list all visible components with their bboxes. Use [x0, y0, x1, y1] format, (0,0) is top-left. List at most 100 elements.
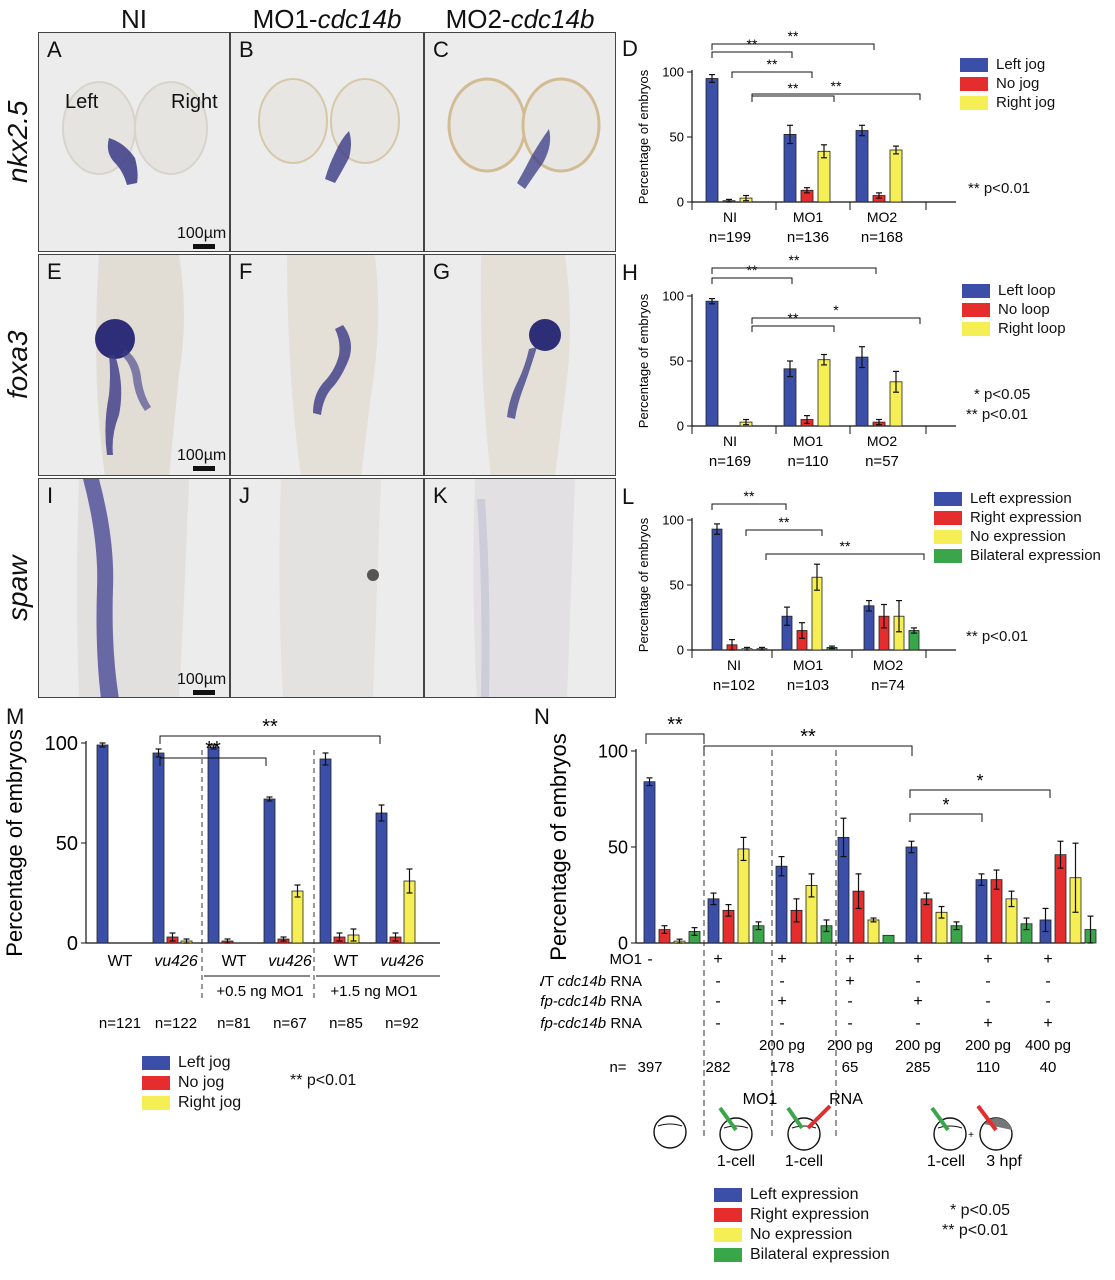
tile-f: F [230, 254, 424, 476]
stage-label: 1-cell [785, 1153, 823, 1170]
legend-panel-l: Left expression Right expression No expr… [934, 490, 1101, 564]
bar [96, 744, 109, 944]
tile-letter: G [433, 259, 451, 284]
legend-label: No jog [178, 1074, 225, 1091]
sample-size-label: n=122 [155, 1015, 197, 1032]
p-value-note: * p<0.05 [974, 386, 1031, 403]
bar [643, 781, 656, 944]
sample-size-label: 285 [905, 1059, 930, 1076]
legend-label: No expression [750, 1226, 853, 1243]
legend-swatch [960, 96, 988, 111]
tile-letter: I [47, 483, 54, 508]
scale-bar-label: 100µm [177, 447, 227, 464]
y-tick-label: 100 [662, 65, 684, 80]
legend-panel-d: Left jog No jog Right jog [960, 56, 1055, 111]
embryo-lpm-image [231, 479, 423, 697]
p-value-note: * p<0.05 [950, 1202, 1011, 1219]
sample-size-label: n=92 [385, 1015, 419, 1032]
cell-outline [937, 1125, 963, 1129]
treatment-marker: - [915, 1015, 920, 1032]
bar [905, 846, 918, 944]
significance-marker: ** [744, 488, 755, 504]
sample-size-label: n=81 [217, 1015, 251, 1032]
bar [775, 865, 788, 944]
significance-marker: ** [831, 78, 842, 94]
sample-size-label: n=136 [787, 229, 829, 246]
column-header-prefix: MO2- [445, 4, 511, 34]
group-label: vu426 [380, 953, 424, 970]
bar [867, 919, 880, 944]
bar [783, 134, 797, 203]
significance-bracket [745, 529, 823, 536]
significance-bracket [731, 71, 813, 78]
significance-bracket [751, 317, 921, 324]
treatment-marker: - [985, 993, 990, 1010]
dose-label: 200 pg [827, 1037, 873, 1054]
column-header-ni: NI [121, 4, 147, 34]
panel-h-letter: H [622, 260, 638, 285]
sample-size-label: n=67 [273, 1015, 307, 1032]
sample-size-label: 110 [976, 1059, 1000, 1076]
legend-label: Right jog [178, 1094, 242, 1111]
legend-item-no-expression: No expression [934, 528, 1101, 545]
legend-item-left-expression: Left expression [934, 490, 1101, 507]
legend-panel-h: Left loop No loop Right loop [962, 282, 1066, 337]
treatment-marker: - [647, 951, 652, 968]
legend-label: Right jog [996, 94, 1056, 111]
significance-bracket [645, 733, 705, 744]
legend-label: Right loop [998, 320, 1066, 337]
y-tick-label: 0 [677, 195, 684, 210]
legend-swatch [714, 1247, 742, 1262]
bar [889, 149, 903, 203]
embryo-heart-image [231, 33, 423, 251]
group-label: NI [727, 657, 741, 673]
legend-swatch [962, 303, 990, 318]
y-tick-label: 50 [670, 354, 684, 369]
bar [705, 78, 719, 203]
dose-label: 200 pg [759, 1037, 805, 1054]
treatment-row-label: WT gfp-cdc14b RNA [540, 993, 642, 1010]
treatment-marker: + [983, 951, 992, 968]
legend-item-no-expression: No expression [714, 1226, 890, 1244]
bar [319, 758, 332, 944]
legend-swatch [960, 58, 988, 73]
treatment-marker: - [847, 1015, 852, 1032]
legend-label: Bilateral expression [970, 547, 1101, 564]
tile-letter: K [433, 483, 448, 508]
scale-bar [193, 690, 215, 695]
group-label: NI [723, 433, 737, 449]
bar [737, 848, 750, 944]
legend-swatch [714, 1207, 742, 1222]
scale-bar [193, 466, 215, 471]
significance-marker: ** [767, 56, 778, 72]
panel-d-letter: D [622, 36, 638, 61]
chart-panel-l: 0 50 100 Percentage of embryos NI n=102 MO1 n=1… [636, 488, 956, 694]
panel-l-letter: L [622, 484, 635, 509]
sample-size-label: 65 [842, 1059, 859, 1076]
tile-letter: C [433, 37, 449, 62]
embryo-diagram [933, 1117, 967, 1151]
bar [783, 368, 797, 427]
significance-bracket [711, 43, 875, 50]
treatment-row-label: D253A gfp-cdc14b RNA [540, 1015, 642, 1032]
chart-panel-h: 0 50 100 Percentage of embryos NI n=169 MO1 n=1… [636, 254, 956, 470]
stage-label: 1-cell [717, 1153, 755, 1170]
legend-label: No jog [996, 75, 1040, 92]
embryo-heart-image [425, 33, 615, 251]
significance-bracket [711, 277, 793, 284]
bar [855, 130, 869, 203]
significance-marker: ** [747, 36, 758, 52]
legend-item-left-jog: Left jog [142, 1054, 241, 1072]
y-axis-label: Percentage of embryos [636, 517, 651, 652]
dose-label: +1.5 ng MO1 [330, 983, 417, 1000]
tile-g: G [424, 254, 616, 476]
legend-swatch [142, 1095, 170, 1110]
treatment-marker: - [847, 993, 852, 1010]
legend-label: No expression [970, 528, 1066, 545]
tile-letter: F [239, 259, 253, 284]
tile-e: E 100µm [38, 254, 230, 476]
treatment-marker: - [915, 973, 920, 990]
column-header-mo2: MO2-cdc14b [424, 4, 616, 35]
y-tick-label: 100 [662, 289, 684, 304]
